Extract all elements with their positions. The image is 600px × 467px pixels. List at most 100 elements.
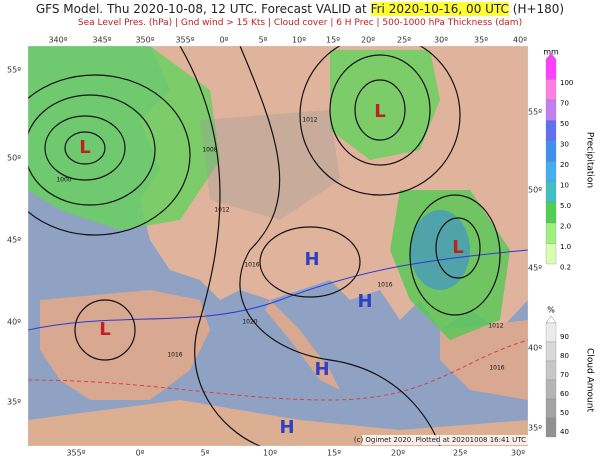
pressure-center: H <box>314 359 329 380</box>
lon-label: 35º <box>474 36 488 45</box>
legend-swatch <box>545 202 557 224</box>
lon-label: 10º <box>292 36 306 45</box>
pressure-center: L <box>79 137 90 158</box>
pressure-center: H <box>279 417 294 438</box>
valid-time: Fri 2020-10-16, 00 UTC <box>370 2 509 16</box>
isobar-label: 1020 <box>242 319 257 326</box>
legend-tick: 60 <box>560 390 569 398</box>
legend-tick: 40 <box>560 428 569 436</box>
lon-label: 355º <box>66 449 85 458</box>
legend-tick: 10 <box>560 182 569 190</box>
legend-swatch <box>545 58 557 80</box>
pressure-center: L <box>452 237 463 258</box>
legend-swatch <box>545 379 557 400</box>
lon-label: 20º <box>391 449 405 458</box>
lat-label: 35º <box>528 424 542 433</box>
lon-label: 0º <box>136 449 145 458</box>
lat-label: 55º <box>528 108 542 117</box>
isobar-label: 1016 <box>244 262 259 269</box>
legend-tick: 70 <box>560 371 569 379</box>
isobar-label: 1016 <box>167 352 182 359</box>
legend-tick: 30 <box>560 141 569 149</box>
lon-label: 30º <box>434 36 448 45</box>
lon-label: 25º <box>453 449 467 458</box>
credit-bg <box>362 435 528 445</box>
lon-label: 5º <box>201 449 210 458</box>
isobar-label: 1016 <box>377 282 392 289</box>
map <box>28 46 528 446</box>
pressure-center: H <box>304 249 319 270</box>
legend-unit: % <box>547 306 555 315</box>
legend-title: Cloud Amount <box>585 348 595 412</box>
isobar-label: 1012 <box>488 323 503 330</box>
legend-tick: 90 <box>560 333 569 341</box>
lat-label: 40º <box>528 344 542 353</box>
lat-label: 35º <box>7 398 21 407</box>
land-turkey <box>440 320 528 400</box>
lat-label: 50º <box>7 154 21 163</box>
title: GFS Model. Thu 2020-10-08, 12 UTC. Forec… <box>35 2 367 16</box>
legend-swatch <box>545 398 557 419</box>
lon-label: 0º <box>220 36 229 45</box>
legend-swatch <box>545 243 557 265</box>
lon-label: 20º <box>361 36 375 45</box>
lead-time: (H+180) <box>512 2 565 16</box>
legend-tick: 50 <box>560 120 569 128</box>
isobar-label: 1016 <box>489 365 504 372</box>
legend-tick: 2.0 <box>560 223 571 231</box>
lon-label: 15º <box>327 449 341 458</box>
cloud-precip-north <box>330 50 440 160</box>
lat-label: 45º <box>7 236 21 245</box>
legend-arrow <box>545 315 557 324</box>
pressure-center: H <box>357 291 372 312</box>
cloud-cover <box>200 110 340 220</box>
header: GFS Model. Thu 2020-10-08, 12 UTC. Forec… <box>0 0 600 28</box>
legend-swatch <box>545 99 557 121</box>
lon-label: 345º <box>92 36 111 45</box>
isobars <box>28 46 501 446</box>
lon-label: 5º <box>259 36 268 45</box>
legend-tick: 50 <box>560 409 569 417</box>
legend-tick: 5.0 <box>560 202 571 210</box>
isobar-label: 1008 <box>202 147 217 154</box>
thickness-line <box>28 249 528 331</box>
legend-tick: 70 <box>560 100 569 108</box>
lat-label: 50º <box>528 186 542 195</box>
land-italy <box>265 300 340 390</box>
thickness-line <box>28 339 528 401</box>
lon-label: 355º <box>175 36 194 45</box>
lat-label: 40º <box>7 318 21 327</box>
legend-swatch <box>545 341 557 362</box>
legend-swatch <box>545 417 557 438</box>
lon-label: 30º <box>511 449 525 458</box>
subtitle: Sea Level Pres. (hPa) | Gnd wind > 15 Kt… <box>77 18 523 28</box>
isobar-label: 1000 <box>56 177 71 184</box>
heavy-precip <box>410 210 470 290</box>
legend-swatch <box>545 79 557 101</box>
isobar-label: 1012 <box>214 207 229 214</box>
legend-tick: 20 <box>560 161 569 169</box>
legend-swatch <box>545 181 557 203</box>
cloud-precip-west <box>28 46 220 230</box>
legend-swatch <box>545 140 557 162</box>
legend-tick: 1.0 <box>560 243 571 251</box>
legend-tick: 80 <box>560 352 569 360</box>
legend-unit: mm <box>543 48 559 57</box>
legend-arrow <box>546 53 556 59</box>
isobar-label: 1012 <box>302 117 317 124</box>
lon-label: 350º <box>135 36 154 45</box>
pressure-center: L <box>99 319 110 340</box>
lon-label: 10º <box>263 449 277 458</box>
legend-swatch <box>545 360 557 381</box>
pressure-center: L <box>374 101 385 122</box>
title-line: GFS Model. Thu 2020-10-08, 12 UTC. Forec… <box>0 2 600 16</box>
lon-label: 25º <box>397 36 411 45</box>
lon-label: 40º <box>513 36 527 45</box>
legend-swatch <box>545 161 557 183</box>
credit: (c) Ogimet 2020. Plotted at 20201008 16:… <box>354 436 526 444</box>
legend-swatch <box>545 222 557 244</box>
legend-swatch <box>545 322 557 343</box>
lat-label: 55º <box>7 66 21 75</box>
